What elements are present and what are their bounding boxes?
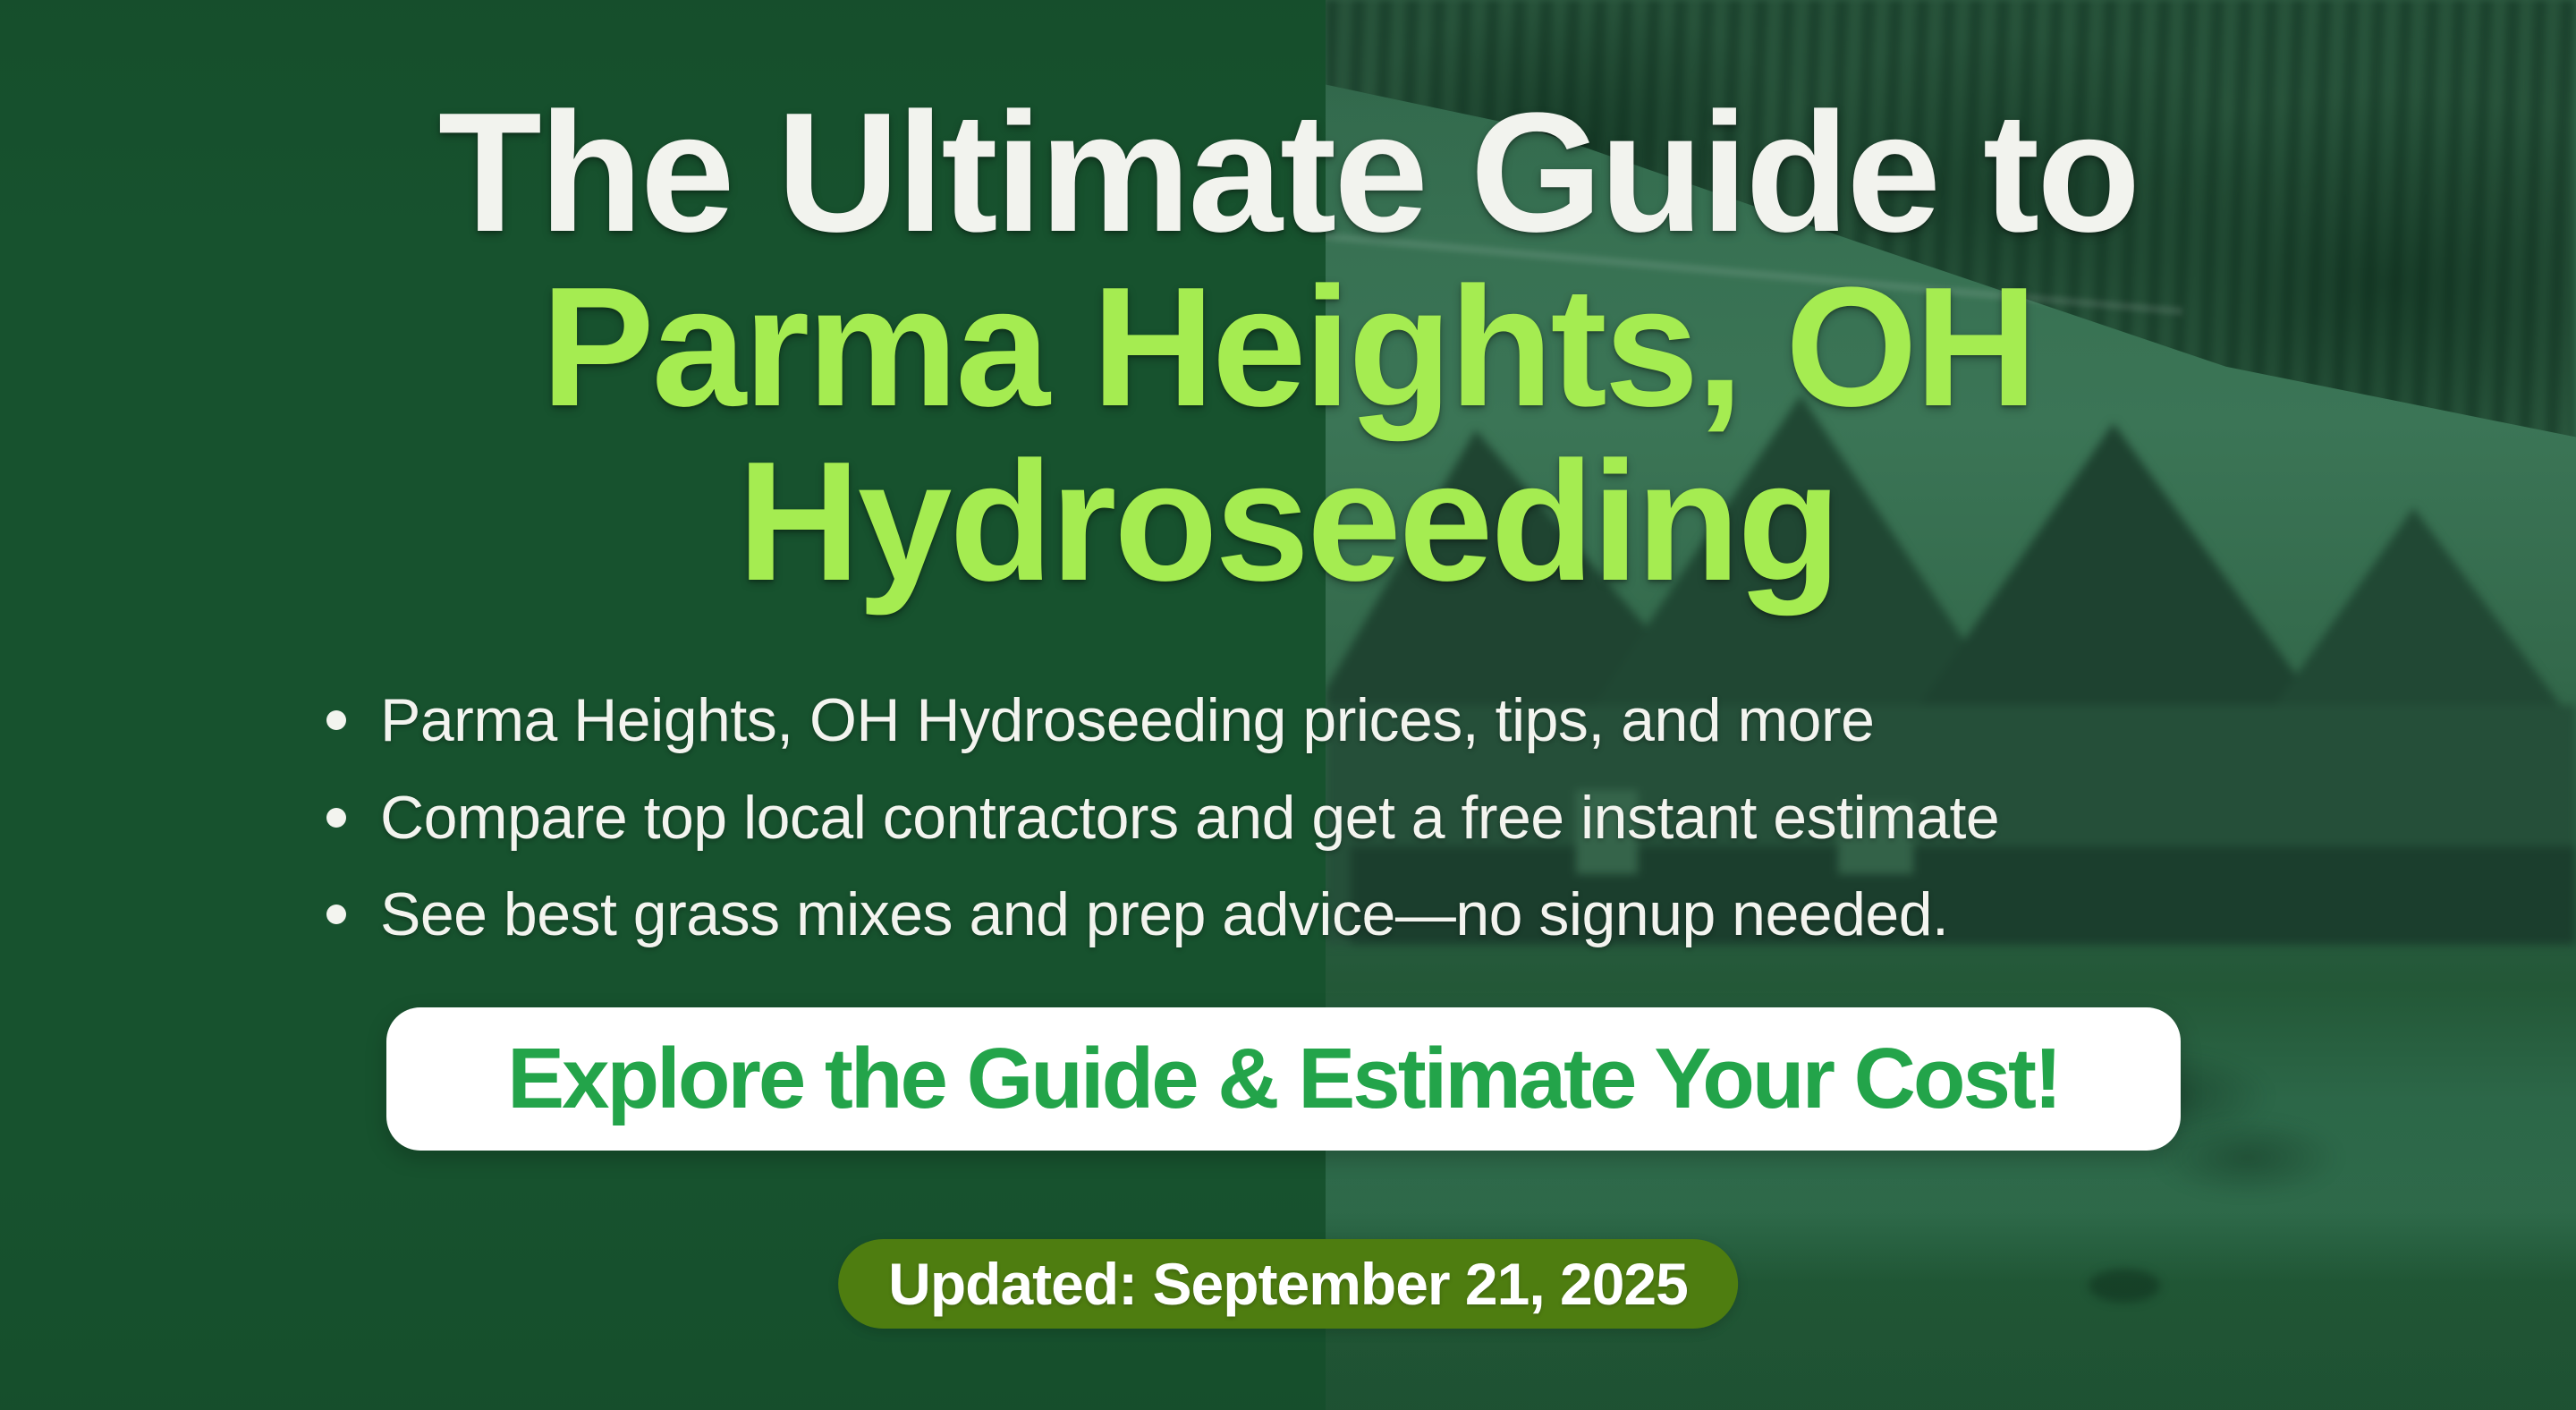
house-wall-highlight xyxy=(1838,803,1914,875)
explore-guide-cta-button[interactable]: Explore the Guide & Estimate Your Cost! xyxy=(386,1007,2181,1151)
bullet-item-grass-mixes: See best grass mixes and prep advice—no … xyxy=(326,866,1999,964)
updated-date-badge: Updated: September 21, 2025 xyxy=(838,1239,1738,1329)
background-photo-house-lawn xyxy=(1326,0,2576,1410)
title-line-3: Hydroseeding xyxy=(737,427,1842,616)
bullet-item-label: Parma Heights, OH Hydroseeding prices, t… xyxy=(380,686,1875,754)
background-house-silhouette xyxy=(1326,0,2576,1410)
feature-bullet-list: Parma Heights, OH Hydroseeding prices, t… xyxy=(326,672,2000,964)
title-line-2: Parma Heights, OH xyxy=(540,252,2038,442)
bullet-item-label: Compare top local contractors and get a … xyxy=(380,783,2000,852)
page-title: The Ultimate Guide to Parma Heights, OH … xyxy=(0,86,2576,609)
house-porch-shadow xyxy=(1350,845,2576,945)
bush-shadow xyxy=(2088,1269,2160,1304)
bullet-dot-icon xyxy=(326,807,346,828)
bullet-item-contractors: Compare top local contractors and get a … xyxy=(326,769,2000,867)
title-line-1: The Ultimate Guide to xyxy=(437,78,2140,268)
bullet-dot-icon xyxy=(326,710,346,730)
bullet-dot-icon xyxy=(326,905,346,924)
bullet-item-prices: Parma Heights, OH Hydroseeding prices, t… xyxy=(326,672,1999,769)
house-wall-highlight xyxy=(1575,789,1639,875)
bullet-item-label: See best grass mixes and prep advice—no … xyxy=(380,880,1949,948)
